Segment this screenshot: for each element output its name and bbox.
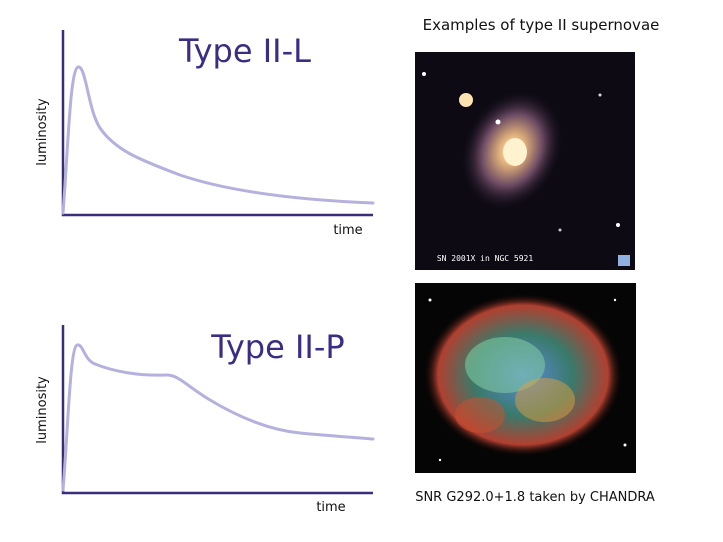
y-axis-label: luminosity <box>35 98 50 166</box>
x-axis-label: time <box>333 223 362 238</box>
panel-title: Type II-L <box>178 32 311 70</box>
light-curve <box>61 65 375 215</box>
image-label: SN 2001X in NGC 5921 <box>437 254 534 263</box>
y-axis-label: luminosity <box>35 376 50 444</box>
heading: Examples of type II supernovae <box>423 16 660 34</box>
axes <box>61 30 373 217</box>
x-axis-label: time <box>316 500 345 515</box>
axes <box>61 325 373 495</box>
nebula-image <box>415 283 636 473</box>
light-curve-panel: Type II-P luminosity time <box>35 325 375 515</box>
image-caption: SNR G292.0+1.8 taken by CHANDRA <box>415 490 655 505</box>
light-curve <box>61 343 375 492</box>
panel-title: Type II-P <box>210 328 344 366</box>
light-curve-panel: Type II-L luminosity time <box>35 30 375 238</box>
galaxy-image: SN 2001X in NGC 5921 <box>415 52 635 270</box>
